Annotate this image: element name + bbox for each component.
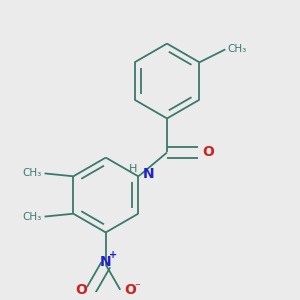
Text: CH₃: CH₃ (227, 44, 246, 54)
Text: +: + (109, 250, 117, 260)
Text: CH₃: CH₃ (22, 212, 42, 222)
Text: H: H (128, 164, 137, 174)
Text: ⁻: ⁻ (134, 282, 140, 292)
Text: N: N (142, 167, 154, 181)
Text: O: O (124, 283, 136, 297)
Text: N: N (100, 255, 112, 269)
Text: CH₃: CH₃ (22, 168, 42, 178)
Text: O: O (203, 146, 214, 160)
Text: O: O (75, 283, 87, 297)
